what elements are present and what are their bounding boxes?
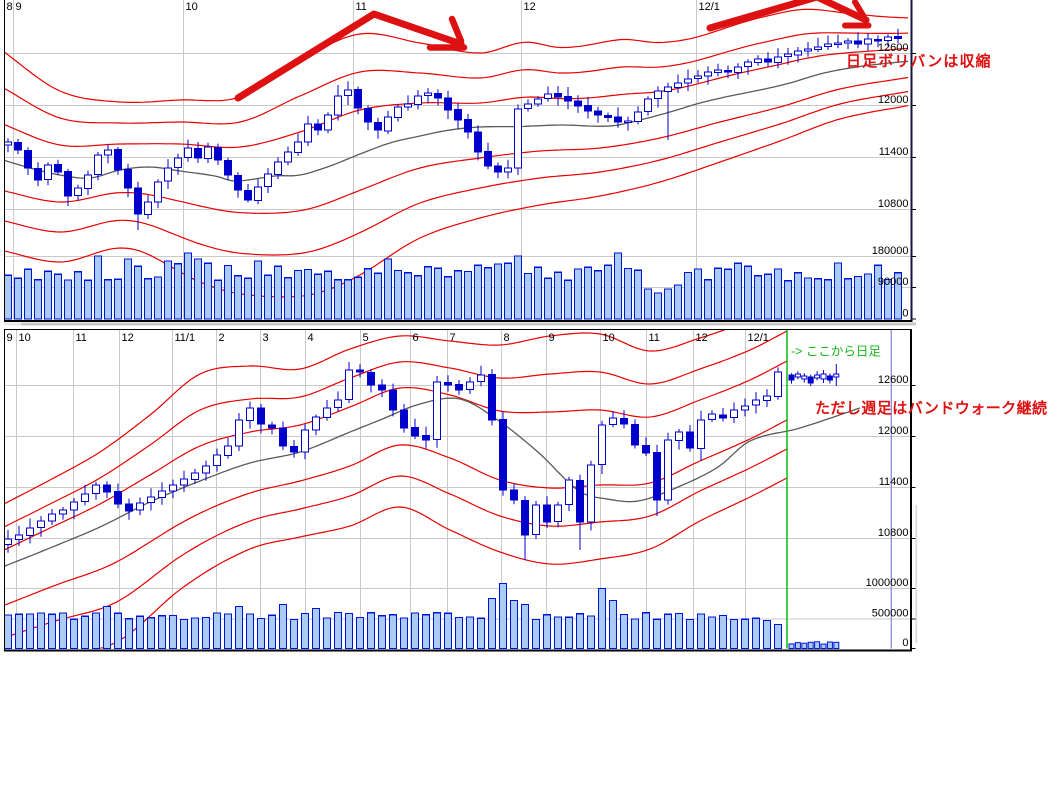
- svg-text:4: 4: [308, 332, 314, 344]
- svg-text:8: 8: [7, 1, 13, 13]
- svg-text:500000: 500000: [872, 608, 909, 620]
- svg-text:10: 10: [603, 332, 615, 344]
- svg-text:12/1: 12/1: [699, 1, 720, 13]
- svg-text:11: 11: [649, 332, 660, 344]
- svg-text:12: 12: [524, 1, 536, 13]
- svg-text:11400: 11400: [879, 476, 909, 488]
- svg-text:10800: 10800: [878, 527, 909, 539]
- svg-text:9: 9: [7, 332, 13, 344]
- svg-text:11/1: 11/1: [175, 332, 196, 344]
- svg-text:11: 11: [76, 332, 87, 344]
- svg-text:6: 6: [413, 332, 419, 344]
- svg-text:3: 3: [263, 332, 269, 344]
- svg-text:ただし週足はバンドウォーク継続: ただし週足はバンドウォーク継続: [815, 399, 1048, 417]
- svg-text:90000: 90000: [878, 276, 909, 288]
- svg-text:10800: 10800: [878, 198, 909, 210]
- svg-text:10: 10: [19, 332, 31, 344]
- svg-text:12/1: 12/1: [748, 332, 769, 344]
- svg-text:12: 12: [696, 332, 708, 344]
- svg-text:0: 0: [902, 308, 908, 320]
- svg-text:11: 11: [356, 1, 367, 13]
- svg-text:5: 5: [363, 332, 369, 344]
- svg-text:2: 2: [219, 332, 225, 344]
- svg-text:10: 10: [186, 1, 198, 13]
- svg-text:12: 12: [122, 332, 134, 344]
- svg-text:11400: 11400: [879, 146, 909, 158]
- svg-text:9: 9: [549, 332, 555, 344]
- svg-text:日足ボリバンは収縮: 日足ボリバンは収縮: [846, 52, 992, 70]
- svg-text:9: 9: [16, 1, 22, 13]
- svg-text:12600: 12600: [878, 374, 909, 386]
- svg-text:-> ここから日足: -> ここから日足: [791, 345, 881, 359]
- svg-text:180000: 180000: [872, 245, 909, 257]
- svg-text:12600: 12600: [878, 42, 909, 54]
- svg-text:8: 8: [504, 332, 510, 344]
- svg-text:1000000: 1000000: [866, 577, 909, 589]
- svg-text:7: 7: [450, 332, 456, 344]
- svg-text:12000: 12000: [878, 94, 909, 106]
- svg-text:0: 0: [902, 637, 908, 649]
- svg-text:12000: 12000: [878, 425, 909, 437]
